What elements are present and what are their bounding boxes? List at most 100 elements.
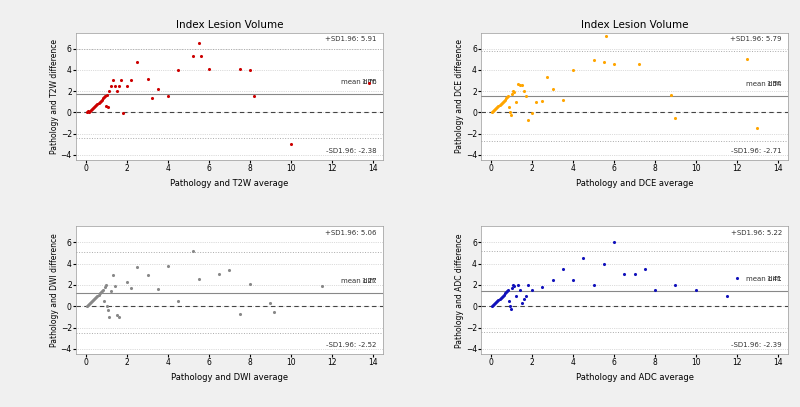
Point: [142, 76, 154, 83]
Point: [192, 40, 205, 46]
Text: 1.76: 1.76: [361, 72, 377, 85]
Point: [488, 301, 501, 307]
Point: [362, 79, 375, 86]
Point: [498, 290, 511, 297]
Point: [500, 288, 513, 295]
Text: +SD1.96: 5.22: +SD1.96: 5.22: [730, 230, 782, 236]
Point: [90, 102, 103, 108]
Point: [720, 292, 733, 299]
Point: [502, 287, 514, 293]
Point: [608, 61, 621, 68]
Point: [91, 292, 104, 299]
Point: [522, 116, 534, 123]
Text: mean diff:: mean diff:: [746, 81, 782, 87]
Point: [520, 93, 533, 100]
Point: [577, 255, 590, 262]
Point: [506, 91, 518, 98]
Point: [131, 59, 144, 66]
Point: [84, 300, 97, 306]
Point: [146, 95, 158, 102]
Point: [649, 287, 662, 293]
Point: [82, 302, 94, 309]
Point: [94, 97, 107, 104]
Point: [264, 300, 277, 306]
Point: [536, 284, 549, 290]
Point: [493, 102, 506, 108]
Point: [598, 260, 610, 267]
Point: [496, 292, 509, 299]
Point: [546, 276, 559, 283]
Point: [491, 298, 504, 304]
Point: [536, 97, 549, 104]
Point: [506, 285, 518, 291]
Point: [104, 288, 117, 295]
Point: [98, 93, 111, 100]
Point: [498, 97, 510, 104]
Point: [492, 297, 505, 303]
Point: [510, 292, 522, 299]
Point: [87, 105, 100, 111]
Point: [95, 288, 108, 295]
Point: [84, 107, 97, 114]
Point: [511, 282, 524, 288]
Point: [88, 295, 101, 302]
Point: [665, 92, 678, 98]
Point: [248, 93, 261, 100]
Point: [86, 106, 98, 112]
Point: [186, 53, 199, 59]
Point: [530, 98, 542, 105]
Point: [162, 93, 174, 100]
Point: [186, 248, 199, 254]
Text: 1.27: 1.27: [361, 271, 377, 284]
Point: [102, 88, 115, 94]
Point: [489, 300, 502, 306]
Point: [96, 95, 109, 102]
Point: [490, 299, 503, 305]
Point: [125, 285, 138, 291]
Text: 1.54: 1.54: [766, 74, 782, 87]
Y-axis label: Pathology and T2W difference: Pathology and T2W difference: [50, 39, 59, 154]
Point: [522, 282, 534, 288]
Point: [121, 278, 134, 285]
Text: +SD1.96: 5.79: +SD1.96: 5.79: [730, 36, 782, 42]
Point: [507, 283, 520, 289]
X-axis label: Pathology and DCE average: Pathology and DCE average: [576, 179, 694, 188]
Point: [487, 302, 500, 309]
Point: [243, 66, 256, 73]
Point: [495, 99, 508, 106]
Point: [500, 94, 513, 101]
Point: [608, 239, 621, 246]
Point: [618, 271, 630, 278]
Point: [89, 103, 102, 109]
Point: [113, 314, 126, 320]
Point: [113, 83, 126, 89]
Point: [540, 74, 553, 81]
Point: [100, 302, 113, 309]
Point: [503, 303, 516, 309]
Point: [98, 94, 110, 101]
Point: [546, 85, 559, 92]
X-axis label: Pathology and T2W average: Pathology and T2W average: [170, 179, 289, 188]
Point: [106, 272, 119, 279]
Text: mean diff:: mean diff:: [342, 79, 377, 85]
Point: [511, 80, 524, 87]
Point: [131, 264, 144, 270]
Point: [94, 289, 107, 295]
Point: [102, 314, 115, 320]
Text: +SD1.96: 5.91: +SD1.96: 5.91: [326, 36, 377, 42]
Point: [495, 293, 508, 300]
Point: [566, 276, 579, 283]
Point: [213, 271, 226, 278]
Point: [151, 286, 164, 293]
Text: +SD1.96: 5.06: +SD1.96: 5.06: [326, 230, 377, 236]
Point: [151, 85, 164, 92]
Text: -SD1.96: -2.71: -SD1.96: -2.71: [731, 148, 782, 154]
Point: [504, 306, 517, 313]
Point: [632, 61, 645, 68]
Point: [502, 104, 515, 110]
Point: [751, 125, 764, 131]
Point: [234, 66, 246, 72]
Point: [490, 105, 503, 111]
Point: [315, 283, 328, 289]
Point: [121, 83, 134, 89]
